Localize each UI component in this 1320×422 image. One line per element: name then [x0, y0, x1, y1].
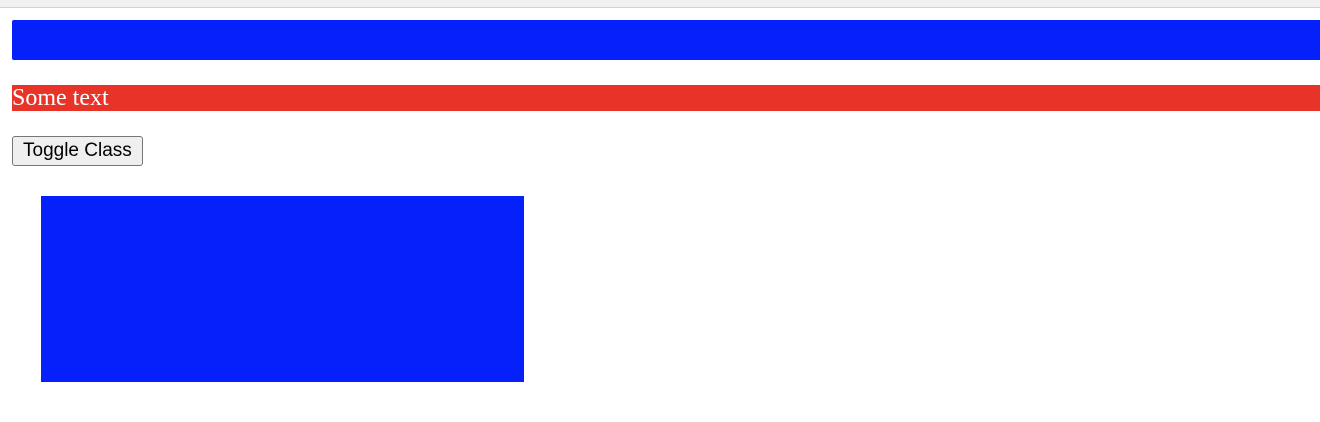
blue-box	[41, 196, 524, 382]
browser-top-edge	[0, 0, 1320, 8]
page-content: Some text Toggle Class	[12, 20, 1320, 166]
toggle-class-button[interactable]: Toggle Class	[12, 136, 143, 166]
blue-header-bar	[12, 20, 1320, 60]
highlighted-text-paragraph: Some text	[12, 85, 1320, 111]
